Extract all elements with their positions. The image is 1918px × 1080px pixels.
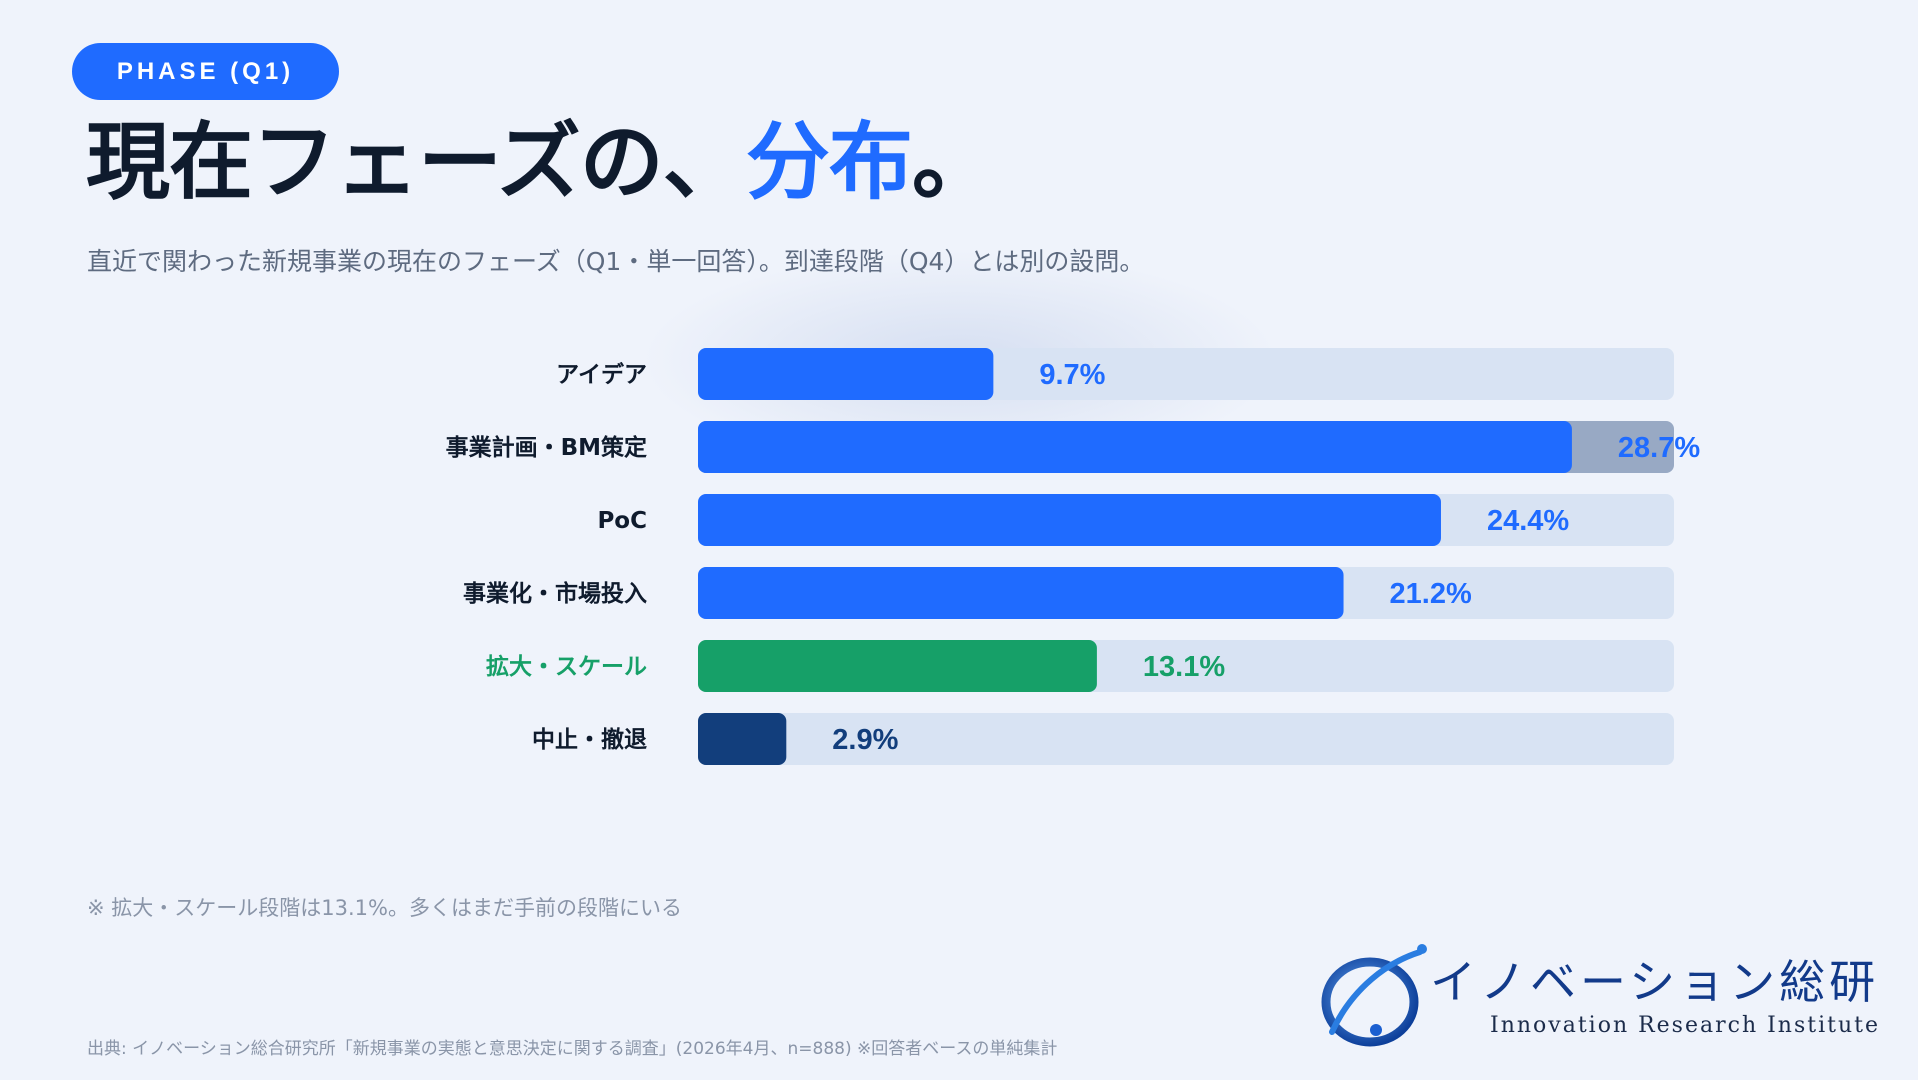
page-title-main: 現在フェーズの、	[86, 113, 747, 211]
bar	[698, 421, 1572, 473]
bar	[698, 567, 1344, 619]
page-title-end: 。	[911, 113, 996, 211]
chart-background-glow	[640, 250, 1280, 470]
bar	[698, 640, 1097, 692]
company-logo: イノベーション総研 Innovation Research Institute	[1318, 940, 1878, 1056]
bar-row: アイデア 9.7%	[556, 348, 1674, 400]
page-title-accent: 分布	[745, 113, 913, 211]
bar-track	[698, 494, 1674, 546]
bar-track	[698, 640, 1674, 692]
bar-row: 事業化・市場投入 21.2%	[463, 567, 1674, 619]
source-citation: 出典: イノベーション総合研究所「新規事業の実態と意思決定に関する調査」(202…	[87, 1039, 1058, 1059]
footnote: ※ 拡大・スケール段階は13.1%。多くはまだ手前の段階にいる	[87, 896, 682, 920]
bar-track	[698, 713, 1674, 765]
bar-row: 事業計画・BM策定 28.7%	[446, 421, 1700, 473]
orbit-logo-icon	[1321, 944, 1427, 1047]
category-label: PoC	[597, 508, 647, 534]
value-label: 13.1%	[1143, 651, 1225, 683]
section-badge-label: PHASE (Q1)	[116, 57, 295, 85]
value-label: 21.2%	[1390, 578, 1472, 610]
bar	[698, 494, 1441, 546]
bar-track	[698, 348, 1674, 400]
page-title: 現在フェーズの、分布。	[86, 112, 996, 212]
bar	[698, 713, 787, 765]
bar-track	[698, 421, 1674, 473]
category-label: 事業化・市場投入	[463, 580, 647, 607]
bar-row: PoC 24.4%	[597, 494, 1674, 546]
logo-name: イノベーション総研	[1430, 955, 1880, 1009]
category-label: 拡大・スケール	[486, 654, 647, 680]
bar-row: 拡大・スケール 13.1%	[486, 640, 1674, 692]
page-subtitle: 直近で関わった新規事業の現在のフェーズ（Q1・単一回答）。到達段階（Q4）とは別…	[87, 247, 1145, 276]
category-label: アイデア	[556, 361, 647, 388]
category-label: 事業計画・BM策定	[446, 434, 647, 461]
value-label: 9.7%	[1039, 359, 1105, 391]
section-badge: PHASE (Q1)	[72, 43, 339, 100]
bar-row: 中止・撤退 2.9%	[532, 713, 1674, 765]
logo-subtitle: Innovation Research Institute	[1490, 1013, 1881, 1038]
category-label: 中止・撤退	[532, 726, 647, 753]
value-label: 24.4%	[1487, 505, 1569, 537]
bar	[698, 348, 994, 400]
value-label: 28.7%	[1618, 432, 1700, 464]
bar-track	[698, 567, 1674, 619]
value-label: 2.9%	[832, 724, 898, 756]
